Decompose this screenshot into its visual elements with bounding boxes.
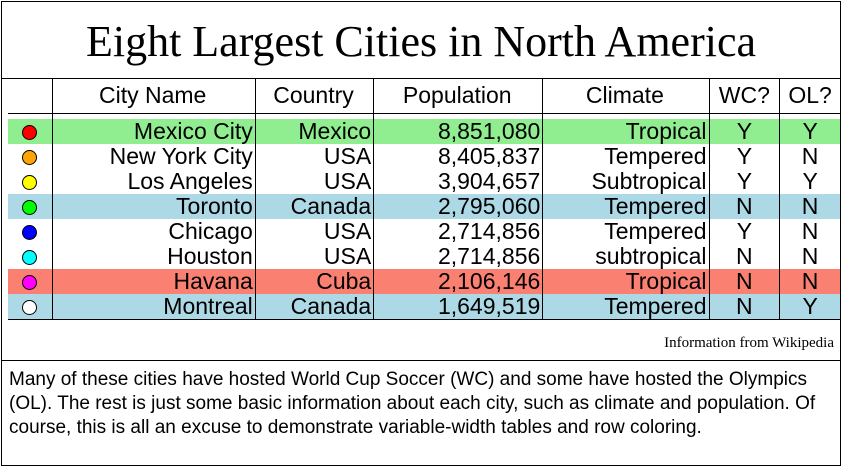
cell-marker (8, 144, 52, 169)
color-dot-icon (22, 250, 38, 266)
cell-population: 2,106,146 (373, 269, 543, 294)
color-dot-icon (22, 175, 38, 191)
cell-climate: Tempered (542, 144, 710, 169)
table-row: Toronto Canada 2,795,060 Tempered N N (8, 194, 840, 219)
cell-city: New York City (51, 144, 256, 169)
table-row: Los Angeles USA 3,904,657 Subtropical Y Y (8, 169, 840, 194)
cell-city: Los Angeles (51, 169, 256, 194)
cell-country: Cuba (254, 269, 374, 294)
cell-ol: N (779, 269, 840, 294)
cell-wc: Y (708, 169, 780, 194)
color-dot-icon (22, 200, 38, 216)
cell-ol: Y (779, 119, 840, 144)
spacer-cell (254, 113, 374, 119)
table-row: Havana Cuba 2,106,146 Tropical N N (8, 269, 840, 294)
cell-wc: N (708, 294, 780, 320)
header-population: Population (373, 78, 543, 114)
color-dot-icon (22, 125, 38, 141)
cell-population: 1,649,519 (373, 294, 543, 320)
cell-wc: Y (708, 119, 780, 144)
cell-marker (8, 269, 52, 294)
cell-wc: N (708, 194, 780, 219)
cell-country: Canada (254, 294, 374, 320)
cell-population: 2,714,856 (373, 219, 543, 244)
cell-country: USA (254, 144, 374, 169)
cell-ol: N (779, 194, 840, 219)
color-dot-icon (22, 300, 38, 316)
color-dot-icon (22, 275, 38, 291)
description-note: Many of these cities have hosted World C… (9, 369, 816, 438)
header-wc: WC? (708, 78, 780, 114)
table-row: Mexico City Mexico 8,851,080 Tropical Y Y (8, 119, 840, 144)
cell-city: Mexico City (51, 119, 256, 144)
cell-ol: Y (779, 294, 840, 320)
cell-ol: Y (779, 169, 840, 194)
cell-city: Toronto (51, 194, 256, 219)
spacer-cell (373, 113, 543, 119)
spacer-cell (708, 113, 780, 119)
table-row: New York City USA 8,405,837 Tempered Y N (8, 144, 840, 169)
cell-marker (8, 294, 53, 320)
cell-climate: Tempered (542, 294, 710, 320)
cell-country: Canada (254, 194, 374, 219)
table-body: Mexico City Mexico 8,851,080 Tropical Y Y New … (8, 113, 840, 320)
cell-marker (8, 219, 52, 244)
color-dot-icon (22, 225, 38, 241)
table-row: Montreal Canada 1,649,519 Tempered N Y (8, 294, 840, 320)
cell-population: 2,714,856 (373, 244, 543, 269)
spacer-cell (779, 113, 840, 119)
cell-population: 3,904,657 (373, 169, 543, 194)
header-marker (8, 78, 53, 114)
cell-marker (8, 244, 52, 269)
cell-city: Montreal (51, 294, 256, 320)
cell-wc: Y (708, 219, 780, 244)
cell-population: 8,851,080 (373, 119, 543, 144)
page-title: Eight Largest Cities in North America (2, 2, 840, 79)
table-row: Houston USA 2,714,856 subtropical N N (8, 244, 840, 269)
cell-country: USA (254, 219, 374, 244)
spacer-row (8, 113, 840, 119)
cities-table: City Name Country Population Climate WC?… (8, 78, 840, 320)
cell-country: USA (254, 169, 374, 194)
header-city-name: City Name (51, 78, 256, 114)
spacer-cell (51, 113, 256, 119)
cell-climate: Tempered (542, 219, 710, 244)
cell-climate: subtropical (542, 244, 710, 269)
cell-wc: N (708, 269, 780, 294)
header-country: Country (254, 78, 374, 114)
spacer-cell (542, 113, 710, 119)
divider (2, 360, 840, 361)
cell-climate: Tropical (542, 269, 710, 294)
cell-marker (8, 194, 52, 219)
header-climate: Climate (542, 78, 710, 114)
cell-marker (8, 169, 52, 194)
cell-wc: Y (708, 144, 780, 169)
table-row: Chicago USA 2,714,856 Tempered Y N (8, 219, 840, 244)
cell-ol: N (779, 219, 840, 244)
source-credit: Information from Wikipedia (664, 335, 834, 351)
cell-country: Mexico (254, 119, 374, 144)
cell-country: USA (254, 244, 374, 269)
cell-climate: Tropical (542, 119, 710, 144)
cell-climate: Subtropical (542, 169, 710, 194)
cell-city: Houston (51, 244, 256, 269)
cell-ol: N (779, 244, 840, 269)
table-header-row: City Name Country Population Climate WC?… (8, 78, 840, 114)
cell-population: 8,405,837 (373, 144, 543, 169)
color-dot-icon (22, 150, 38, 166)
header-ol: OL? (779, 78, 840, 114)
cell-wc: N (708, 244, 780, 269)
cell-ol: N (779, 144, 840, 169)
cell-city: Chicago (51, 219, 256, 244)
cell-population: 2,795,060 (373, 194, 543, 219)
cell-marker (8, 119, 52, 144)
cell-city: Havana (51, 269, 256, 294)
cell-climate: Tempered (542, 194, 710, 219)
